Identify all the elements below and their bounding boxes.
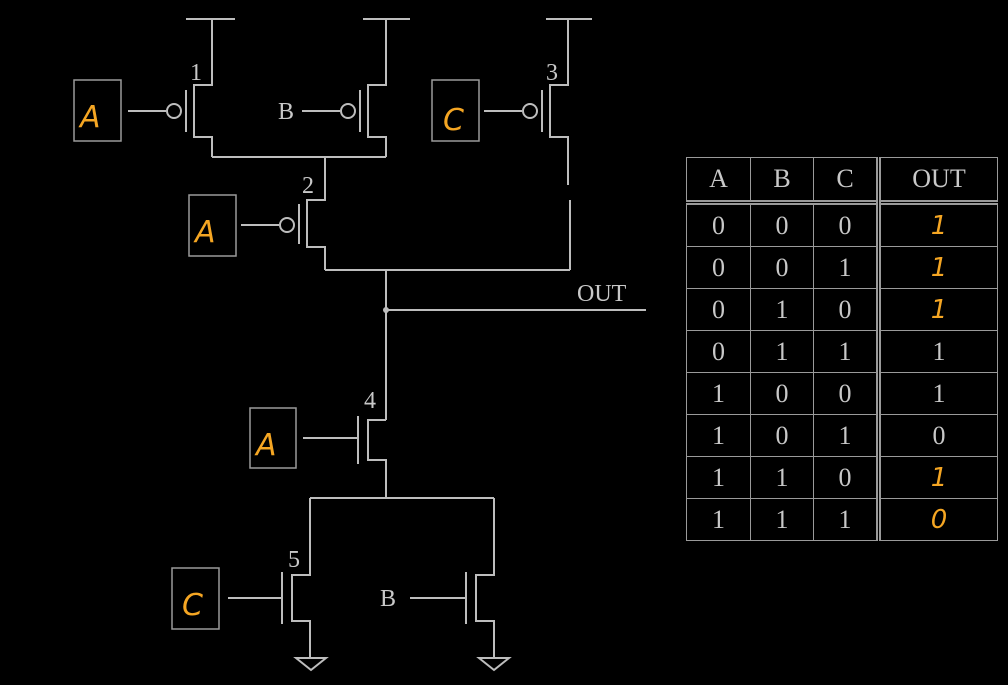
cell-out: 1 bbox=[876, 372, 998, 415]
input-label-a-2: A bbox=[193, 215, 216, 250]
table-row: 0 0 0 1 bbox=[686, 200, 998, 247]
transistor-label-3: 3 bbox=[546, 60, 558, 86]
cell-b: 0 bbox=[750, 200, 814, 247]
cell-a: 0 bbox=[686, 330, 751, 373]
cell-a: 1 bbox=[686, 372, 751, 415]
transistor-label-1: 1 bbox=[190, 60, 202, 86]
table-row: 0 1 1 1 bbox=[686, 330, 998, 373]
cell-c: 0 bbox=[813, 288, 879, 331]
cell-c: 0 bbox=[813, 200, 879, 247]
cell-b: 1 bbox=[750, 456, 814, 499]
nmos-transistor-4: 4 bbox=[303, 388, 387, 498]
nmos-transistor-b: B bbox=[380, 498, 512, 672]
cell-a: 0 bbox=[686, 246, 751, 289]
cell-c: 1 bbox=[813, 246, 879, 289]
input-label-b-pmos: B bbox=[278, 99, 294, 125]
input-label-b-nmos: B bbox=[380, 586, 396, 612]
output-label: OUT bbox=[577, 281, 627, 307]
cell-b: 1 bbox=[750, 330, 814, 373]
header-out: OUT bbox=[876, 157, 998, 203]
pmos-transistor-b: B bbox=[278, 18, 410, 157]
transistor-label-5: 5 bbox=[288, 547, 300, 573]
truth-table: A B C OUT 0 0 0 1 0 0 1 1 0 1 0 1 0 1 1 … bbox=[686, 157, 998, 541]
cell-out: 1 bbox=[876, 330, 998, 373]
nmos-transistor-5: 5 bbox=[228, 498, 329, 672]
input-label-a-4: A bbox=[254, 428, 277, 463]
transistor-label-2: 2 bbox=[302, 173, 314, 199]
cell-a: 0 bbox=[686, 288, 751, 331]
input-label-c-5: C bbox=[182, 588, 203, 623]
cell-out: 1 bbox=[876, 200, 998, 247]
pmos-transistor-2: 2 bbox=[241, 173, 326, 270]
cell-a: 0 bbox=[686, 200, 751, 247]
table-row: 0 1 0 1 bbox=[686, 288, 998, 331]
table-row: 1 1 1 0 bbox=[686, 498, 998, 541]
cell-b: 0 bbox=[750, 414, 814, 457]
ground-symbol-5 bbox=[293, 657, 329, 672]
input-box-a-4 bbox=[249, 407, 297, 469]
input-box-a-2 bbox=[188, 194, 237, 257]
input-box-a-1 bbox=[73, 79, 122, 142]
table-row: 0 0 1 1 bbox=[686, 246, 998, 289]
transistor-label-4: 4 bbox=[364, 388, 376, 414]
table-row: 1 1 0 1 bbox=[686, 456, 998, 499]
ground-symbol-b bbox=[476, 657, 512, 672]
cell-out: 1 bbox=[876, 456, 998, 499]
header-b: B bbox=[750, 157, 814, 203]
table-row: 1 0 0 1 bbox=[686, 372, 998, 415]
cell-c: 1 bbox=[813, 498, 879, 541]
pmos-transistor-1: 1 bbox=[128, 18, 235, 157]
cell-out: 0 bbox=[876, 414, 998, 457]
input-label-c-3: C bbox=[443, 103, 464, 138]
cell-b: 1 bbox=[750, 498, 814, 541]
input-label-a-1: A bbox=[78, 100, 101, 135]
header-c: C bbox=[813, 157, 879, 203]
cell-out: 0 bbox=[876, 498, 998, 541]
cell-c: 1 bbox=[813, 414, 879, 457]
cell-c: 0 bbox=[813, 372, 879, 415]
cell-c: 0 bbox=[813, 456, 879, 499]
input-box-c-5 bbox=[171, 567, 220, 630]
output-node-dot bbox=[383, 307, 389, 313]
pmos-transistor-3: 3 bbox=[484, 18, 592, 185]
cell-b: 0 bbox=[750, 372, 814, 415]
header-a: A bbox=[686, 157, 751, 203]
input-box-c-3 bbox=[431, 79, 480, 142]
cell-out: 1 bbox=[876, 288, 998, 331]
table-row: 1 0 1 0 bbox=[686, 414, 998, 457]
cell-a: 1 bbox=[686, 414, 751, 457]
cell-out: 1 bbox=[876, 246, 998, 289]
cell-a: 1 bbox=[686, 456, 751, 499]
truth-table-header: A B C OUT bbox=[686, 157, 998, 203]
cell-a: 1 bbox=[686, 498, 751, 541]
cell-b: 1 bbox=[750, 288, 814, 331]
cell-c: 1 bbox=[813, 330, 879, 373]
cell-b: 0 bbox=[750, 246, 814, 289]
